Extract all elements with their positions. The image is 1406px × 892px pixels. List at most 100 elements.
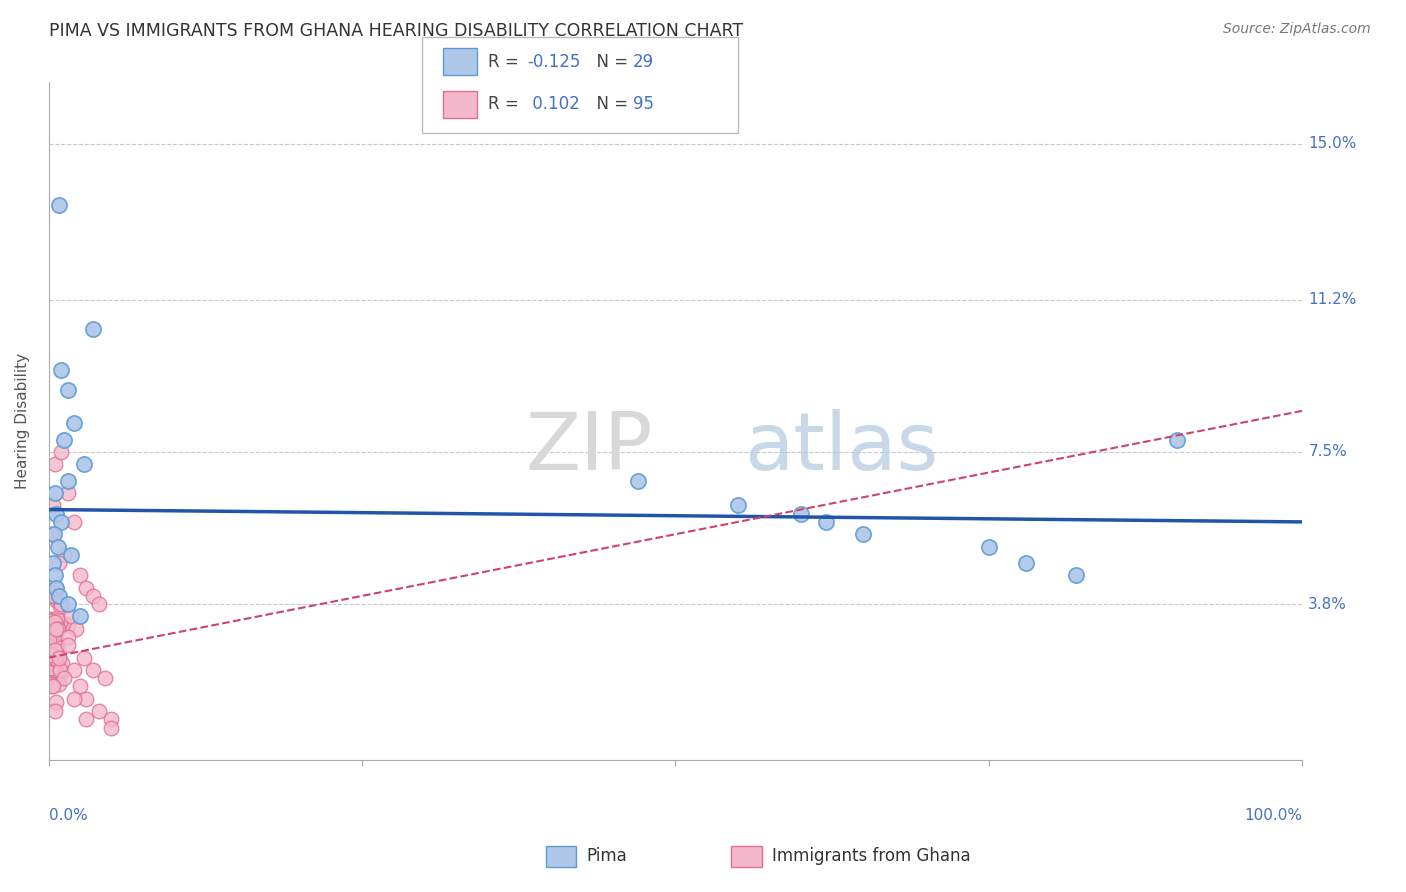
Point bbox=[39, 624, 62, 638]
Text: 0.102: 0.102 bbox=[527, 95, 581, 113]
Point bbox=[46, 622, 69, 636]
Point bbox=[44, 458, 66, 472]
Point bbox=[789, 507, 811, 521]
Point bbox=[75, 581, 97, 595]
Point bbox=[41, 633, 63, 648]
Point bbox=[44, 641, 66, 656]
Point bbox=[45, 653, 67, 667]
Point bbox=[42, 589, 65, 603]
Point bbox=[49, 614, 72, 628]
Point bbox=[63, 515, 86, 529]
Point bbox=[48, 556, 70, 570]
Point bbox=[45, 622, 67, 636]
Point bbox=[51, 597, 73, 611]
Point bbox=[65, 622, 87, 636]
Point bbox=[51, 515, 73, 529]
Point bbox=[45, 666, 67, 681]
Point bbox=[45, 620, 67, 634]
Point bbox=[44, 615, 66, 630]
Point bbox=[42, 632, 65, 647]
Point bbox=[44, 486, 66, 500]
Point bbox=[44, 568, 66, 582]
Point bbox=[60, 609, 83, 624]
Point bbox=[44, 704, 66, 718]
Text: 7.5%: 7.5% bbox=[1309, 444, 1347, 459]
Point bbox=[46, 540, 69, 554]
Point bbox=[48, 650, 70, 665]
Point bbox=[44, 643, 66, 657]
Text: 29: 29 bbox=[633, 53, 654, 70]
Text: Immigrants from Ghana: Immigrants from Ghana bbox=[772, 847, 970, 865]
Point bbox=[63, 416, 86, 430]
Point bbox=[69, 568, 91, 582]
Point bbox=[39, 635, 62, 649]
Point bbox=[49, 599, 72, 614]
Point bbox=[63, 663, 86, 677]
Point bbox=[42, 661, 65, 675]
Text: PIMA VS IMMIGRANTS FROM GHANA HEARING DISABILITY CORRELATION CHART: PIMA VS IMMIGRANTS FROM GHANA HEARING DI… bbox=[49, 22, 744, 40]
Point bbox=[69, 609, 91, 624]
Point bbox=[100, 721, 122, 735]
Point bbox=[75, 691, 97, 706]
Text: ZIP: ZIP bbox=[524, 409, 652, 487]
Point bbox=[44, 652, 66, 666]
Text: 15.0%: 15.0% bbox=[1309, 136, 1357, 151]
Point bbox=[852, 527, 875, 541]
Point bbox=[48, 198, 70, 212]
Point bbox=[41, 677, 63, 691]
Text: 100.0%: 100.0% bbox=[1244, 808, 1302, 823]
Point bbox=[46, 618, 69, 632]
Point bbox=[56, 638, 79, 652]
Point bbox=[51, 363, 73, 377]
Point bbox=[44, 617, 66, 632]
Point bbox=[41, 614, 63, 628]
Point bbox=[42, 637, 65, 651]
Point bbox=[41, 679, 63, 693]
Text: -0.125: -0.125 bbox=[527, 53, 581, 70]
Text: R =: R = bbox=[488, 95, 524, 113]
Point bbox=[49, 664, 72, 678]
Point bbox=[52, 433, 75, 447]
Point bbox=[45, 581, 67, 595]
Point bbox=[52, 617, 75, 632]
Point bbox=[38, 612, 60, 626]
Point bbox=[45, 695, 67, 709]
Point bbox=[41, 499, 63, 513]
Point bbox=[39, 589, 62, 603]
Point bbox=[38, 650, 60, 665]
Point bbox=[73, 458, 96, 472]
Point bbox=[87, 597, 110, 611]
Point bbox=[52, 671, 75, 685]
Text: Source: ZipAtlas.com: Source: ZipAtlas.com bbox=[1223, 22, 1371, 37]
Point bbox=[41, 584, 63, 599]
Y-axis label: Hearing Disability: Hearing Disability bbox=[15, 353, 30, 489]
Point bbox=[814, 515, 837, 529]
Point bbox=[41, 613, 63, 627]
Point bbox=[51, 656, 73, 670]
Point bbox=[100, 712, 122, 726]
Point bbox=[42, 622, 65, 636]
Point bbox=[46, 617, 69, 632]
Point bbox=[38, 639, 60, 653]
Point bbox=[63, 691, 86, 706]
Point bbox=[48, 677, 70, 691]
Text: atlas: atlas bbox=[744, 409, 939, 487]
Point bbox=[52, 548, 75, 562]
Point bbox=[44, 593, 66, 607]
Point bbox=[627, 474, 650, 488]
Text: 95: 95 bbox=[633, 95, 654, 113]
Text: 3.8%: 3.8% bbox=[1309, 597, 1347, 612]
Point bbox=[44, 651, 66, 665]
Point bbox=[82, 589, 104, 603]
Point bbox=[45, 621, 67, 635]
Point bbox=[49, 668, 72, 682]
Point bbox=[75, 712, 97, 726]
Point bbox=[82, 663, 104, 677]
Point bbox=[41, 641, 63, 656]
Point bbox=[1015, 556, 1038, 570]
Point bbox=[94, 671, 117, 685]
Point bbox=[56, 630, 79, 644]
Point bbox=[45, 663, 67, 677]
Point bbox=[45, 634, 67, 648]
Point bbox=[49, 662, 72, 676]
